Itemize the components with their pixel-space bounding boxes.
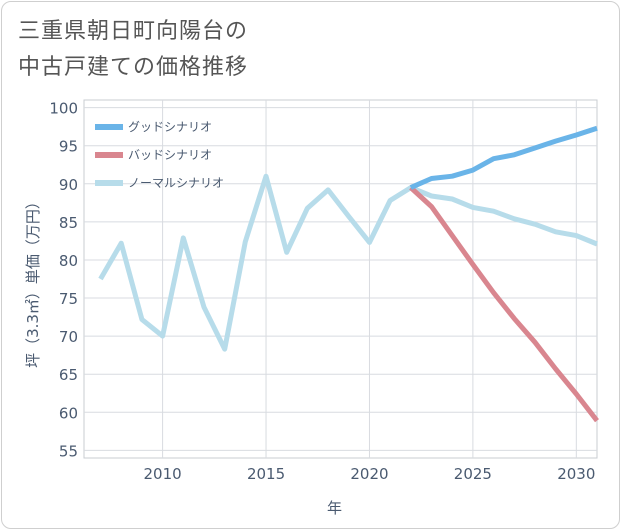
legend-label-3: ノーマルシナリオ: [128, 176, 224, 190]
y-tick-label: 75: [59, 290, 78, 308]
y-tick-label: 80: [59, 252, 78, 270]
x-tick-label: 2020: [350, 465, 388, 483]
y-tick-label: 70: [59, 328, 78, 346]
y-tick-label: 85: [59, 214, 78, 232]
series-line-1: [409, 125, 598, 190]
y-tick-label: 60: [59, 404, 78, 422]
y-tick-label: 95: [59, 138, 78, 156]
series-lines: [98, 125, 599, 423]
chart-title-line-1: 三重県朝日町向陽台の: [18, 19, 249, 44]
y-tick-label: 65: [59, 366, 78, 384]
x-tick-label: 2025: [454, 465, 492, 483]
plot-border: [83, 99, 598, 459]
x-tick-label: 2030: [557, 465, 595, 483]
series-line-2: [409, 185, 599, 423]
y-axis-label: 坪（3.3㎡）単価（万円）: [24, 194, 42, 368]
y-tick-label: 55: [59, 442, 78, 460]
chart-title: 三重県朝日町向陽台の 中古戸建ての価格推移: [18, 14, 248, 86]
series-line-3: [98, 173, 598, 352]
chart-title-line-2: 中古戸建ての価格推移: [18, 55, 249, 80]
x-tick-label: 2010: [144, 465, 182, 483]
x-tick-label: 2015: [247, 465, 285, 483]
legend-label-1: グッドシナリオ: [128, 120, 212, 134]
legend-label-2: バッドシナリオ: [128, 148, 212, 162]
y-tick-label: 100: [49, 100, 78, 118]
x-axis-label: 年: [327, 499, 342, 517]
y-tick-labels: 55 60 65 70 75 80 85 90 95 100: [49, 100, 78, 461]
grid-lines: [83, 99, 598, 459]
x-tick-labels: 2010 2015 2020 2025 2030: [144, 465, 596, 483]
y-tick-label: 90: [59, 176, 78, 194]
